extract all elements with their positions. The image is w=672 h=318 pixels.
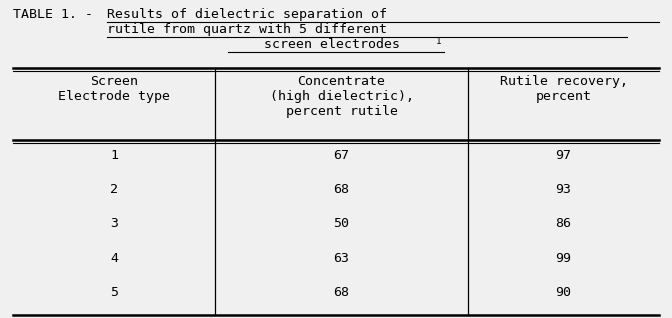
Text: percent rutile: percent rutile [286,105,398,118]
Text: 86: 86 [556,218,571,231]
Text: 68: 68 [333,183,349,196]
Text: 2: 2 [110,183,118,196]
Text: screen electrodes: screen electrodes [264,38,400,51]
Text: Electrode type: Electrode type [58,90,170,103]
Text: 67: 67 [333,149,349,162]
Text: 99: 99 [556,252,571,265]
Text: 97: 97 [556,149,571,162]
Text: 4: 4 [110,252,118,265]
Text: Concentrate: Concentrate [298,75,386,88]
Text: rutile from quartz with 5 different: rutile from quartz with 5 different [107,23,387,36]
Text: percent: percent [536,90,591,103]
Text: 68: 68 [333,286,349,299]
Text: 50: 50 [333,218,349,231]
Text: 5: 5 [110,286,118,299]
Text: 1: 1 [436,37,442,46]
Text: TABLE 1. -: TABLE 1. - [13,8,101,21]
Text: 93: 93 [556,183,571,196]
Text: 3: 3 [110,218,118,231]
Text: Screen: Screen [90,75,138,88]
Text: Rutile recovery,: Rutile recovery, [499,75,628,88]
Text: 63: 63 [333,252,349,265]
Text: 1: 1 [110,149,118,162]
Text: (high dielectric),: (high dielectric), [269,90,413,103]
Text: Results of dielectric separation of: Results of dielectric separation of [107,8,387,21]
Text: 90: 90 [556,286,571,299]
